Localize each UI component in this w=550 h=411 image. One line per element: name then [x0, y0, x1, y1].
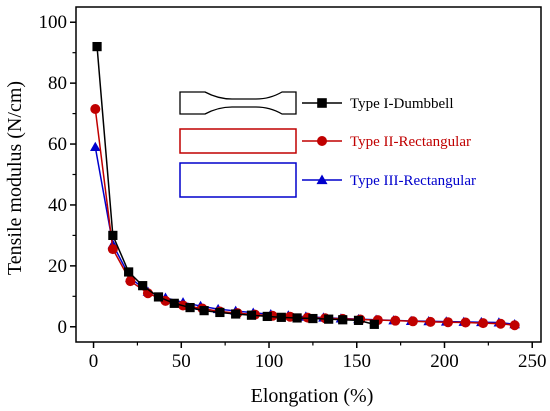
data-point: [407, 316, 418, 327]
data-point: [308, 313, 318, 324]
x-tick-label: 150: [343, 351, 372, 372]
data-point: [390, 315, 401, 326]
y-axis-label: Tensile modulus (N/cm): [4, 81, 26, 275]
data-point: [338, 315, 348, 325]
x-tick-label: 0: [89, 351, 99, 372]
data-point: [199, 306, 209, 316]
data-point: [215, 307, 225, 318]
data-point: [443, 317, 453, 328]
data-point: [425, 316, 436, 327]
data-point: [125, 276, 136, 287]
data-point: [460, 317, 471, 328]
legend-rectangle-shape: [179, 128, 297, 154]
data-point: [90, 141, 101, 152]
y-tick-label: 60: [48, 134, 67, 155]
series-layer: [90, 41, 520, 331]
legend-entry-2: Type II-Rectangular: [179, 128, 471, 154]
x-tick-label: 250: [518, 351, 547, 372]
data-point: [369, 319, 379, 329]
x-tick-label: 200: [430, 351, 459, 372]
data-point: [509, 320, 520, 331]
legend-entry-1: Type I-Dumbbell: [179, 91, 454, 115]
legend-label: Type II-Rectangular: [350, 134, 471, 150]
legend-marker: [316, 174, 328, 185]
y-tick-label: 20: [48, 256, 67, 277]
legend-marker: [317, 98, 327, 108]
data-point: [169, 298, 179, 308]
data-point: [231, 309, 241, 319]
data-point: [90, 104, 101, 115]
y-tick-label: 40: [48, 195, 67, 216]
data-point: [138, 281, 148, 291]
series-1: [92, 41, 379, 329]
data-point: [262, 311, 272, 322]
legend-label: Type III-Rectangular: [350, 173, 476, 189]
x-tick-label: 50: [172, 351, 191, 372]
legend-dumbbell-shape: [179, 91, 297, 115]
data-point: [107, 244, 118, 255]
data-point: [124, 267, 134, 277]
data-point: [353, 315, 364, 325]
legend: Type I-Dumbbell Type II-Rectangular Type I…: [179, 91, 476, 198]
data-point: [292, 313, 302, 323]
data-point: [324, 314, 334, 324]
series-2: [90, 104, 520, 331]
data-point: [153, 292, 164, 302]
y-axis: 0 20 40 60 80 100: [39, 12, 76, 338]
data-point: [478, 318, 489, 329]
data-point: [185, 302, 195, 313]
y-tick-label: 100: [39, 12, 68, 33]
data-point: [92, 41, 102, 52]
legend-entry-3: Type III-Rectangular: [179, 162, 476, 198]
legend-label: Type I-Dumbbell: [350, 96, 454, 112]
data-point: [495, 318, 506, 329]
x-axis-label: Elongation (%): [251, 385, 374, 407]
data-point: [108, 230, 118, 241]
data-point: [246, 310, 257, 320]
data-point: [276, 312, 286, 322]
legend-rectangle-shape: [179, 162, 297, 198]
y-tick-label: 0: [58, 317, 68, 338]
y-tick-label: 80: [48, 73, 67, 94]
x-tick-label: 100: [255, 351, 284, 372]
x-axis: 0 50 100 150 200 250: [89, 342, 547, 372]
legend-marker: [317, 136, 327, 146]
